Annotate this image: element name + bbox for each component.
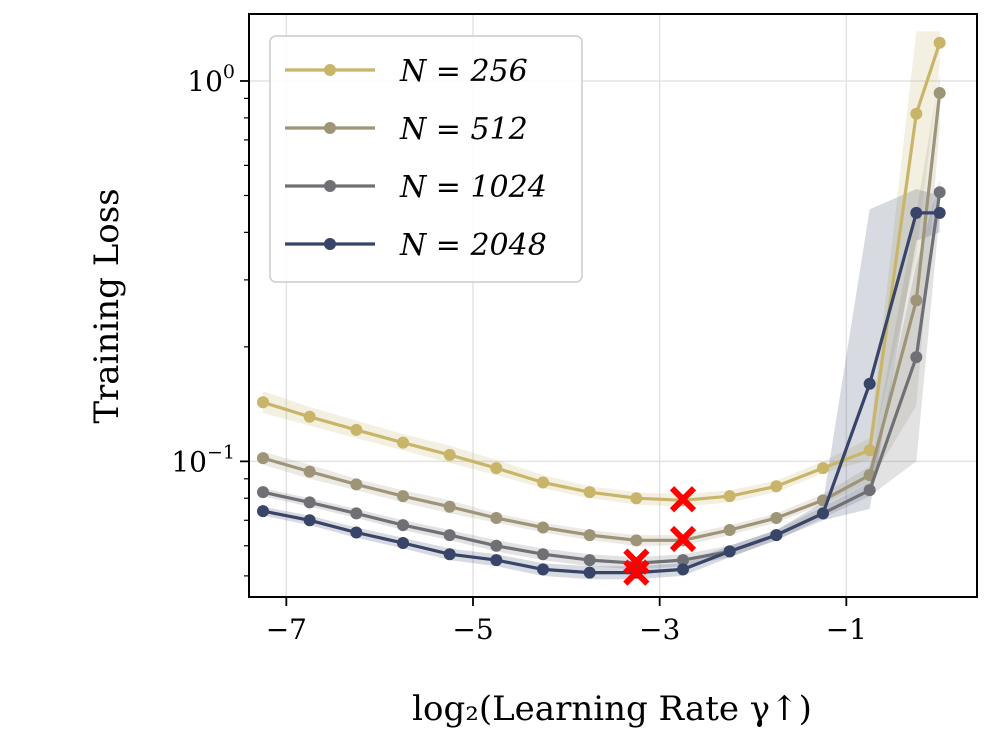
data-point	[933, 86, 946, 99]
data-point	[933, 36, 946, 49]
data-point	[933, 186, 946, 199]
data-point	[863, 484, 876, 497]
x-tick-label: −7	[266, 613, 307, 646]
optimum-marker-stroke	[669, 486, 697, 513]
data-point	[257, 396, 269, 409]
legend-entry: N = 512	[285, 112, 528, 147]
data-point	[490, 539, 503, 552]
data-point	[397, 436, 409, 449]
legend-entry: N = 256	[285, 54, 528, 89]
data-point	[817, 507, 829, 520]
series-line	[262, 191, 942, 565]
legend-entry: N = 1024	[285, 170, 547, 205]
data-point	[770, 529, 783, 542]
data-point	[770, 480, 783, 493]
y-tick-label: 10−1	[171, 441, 235, 478]
legend-frame	[269, 35, 583, 283]
data-point	[443, 548, 456, 561]
data-point	[303, 514, 316, 527]
data-point	[257, 505, 269, 518]
data-point	[910, 351, 923, 364]
plot-frame	[248, 13, 978, 598]
legend-swatch-marker	[324, 238, 336, 250]
axis-ticks: −7 −5 −3 −1 10−1 100	[171, 61, 867, 646]
data-point	[397, 519, 409, 532]
data-point	[677, 554, 689, 567]
data-point	[397, 537, 409, 550]
legend-label: N = 256	[399, 54, 528, 89]
y-tick-label: 100	[187, 61, 235, 98]
data-point	[723, 490, 736, 503]
data-point	[350, 478, 363, 491]
data-point	[257, 452, 269, 465]
data-point	[630, 492, 643, 505]
data-point	[257, 486, 269, 499]
optimum-marker-stroke	[623, 559, 650, 586]
data-point	[443, 529, 456, 542]
data-point	[443, 500, 456, 513]
optimum-marker-stroke	[669, 525, 697, 553]
data-point	[863, 377, 876, 390]
x-axis-title: log₂(Learning Rate γ↑)	[412, 689, 812, 729]
optimum-marker	[669, 486, 697, 513]
data-point	[537, 476, 549, 489]
x-tick-label: −1	[826, 613, 867, 646]
data-point	[490, 511, 503, 524]
data-point	[350, 507, 363, 520]
data-point	[303, 410, 316, 423]
data-point	[583, 486, 596, 499]
data-point	[910, 294, 923, 307]
y-axis-title: Training Loss	[87, 188, 127, 423]
x-tick-label: −3	[639, 613, 680, 646]
data-point	[443, 448, 456, 461]
legend-label: N = 2048	[399, 228, 547, 263]
data-point	[583, 529, 596, 542]
data-point	[723, 545, 736, 558]
data-point	[910, 107, 923, 120]
data-point	[933, 206, 946, 219]
legend: N = 256 N = 512 N = 1024 N = 2048	[269, 35, 583, 283]
confidence-band	[263, 189, 940, 580]
legend-swatch-marker	[324, 64, 336, 76]
data-point	[910, 206, 923, 219]
optimum-markers	[623, 486, 697, 586]
optimum-marker	[623, 559, 650, 586]
optimum-marker	[669, 525, 697, 553]
legend-swatch-marker	[324, 122, 336, 134]
legend-entry: N = 2048	[285, 228, 547, 263]
data-point	[863, 444, 876, 457]
data-point	[537, 548, 549, 561]
data-point	[303, 496, 316, 509]
x-tick-label: −5	[452, 613, 493, 646]
data-point	[350, 526, 363, 539]
series-line	[262, 211, 940, 575]
data-point	[397, 490, 409, 503]
series-line	[262, 92, 942, 542]
data-point	[677, 563, 689, 576]
data-point	[303, 465, 316, 478]
data-point	[583, 566, 596, 579]
legend-swatch-marker	[324, 180, 336, 192]
data-point	[723, 524, 736, 537]
data-point	[490, 554, 503, 567]
data-point	[630, 534, 643, 547]
legend-label: N = 512	[399, 112, 528, 147]
data-point	[817, 462, 829, 475]
data-point	[770, 511, 783, 524]
legend-label: N = 1024	[399, 170, 547, 205]
data-point	[583, 554, 596, 567]
data-point	[537, 563, 549, 576]
confidence-bands	[263, 31, 940, 580]
data-point	[490, 462, 503, 475]
data-point	[350, 423, 363, 436]
series-line	[262, 42, 942, 502]
data-point	[537, 521, 549, 534]
